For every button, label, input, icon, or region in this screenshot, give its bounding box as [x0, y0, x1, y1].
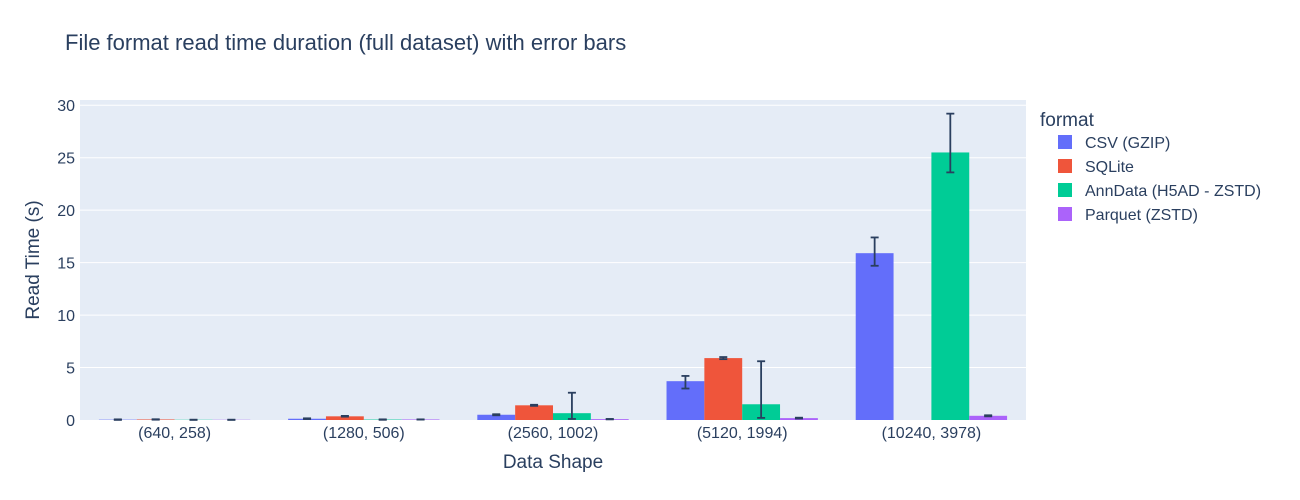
- error-bar-s0-c4: [870, 236, 879, 267]
- x-tick-label-1: (1280, 506): [323, 425, 405, 442]
- error-bar-s2-c4: [946, 112, 955, 174]
- legend-item-0[interactable]: CSV (GZIP): [1058, 135, 1170, 152]
- bar-s0-c2[interactable]: [477, 414, 516, 420]
- bar-s1-c1[interactable]: [325, 416, 364, 420]
- legend-swatch-0: [1058, 135, 1072, 149]
- error-bar-s0-c3: [681, 375, 690, 390]
- bar-s3-c4[interactable]: [969, 415, 1008, 420]
- legend-title: format: [1040, 110, 1095, 131]
- y-tick-label-5: 25: [57, 151, 75, 168]
- bar-s2-c4[interactable]: [931, 152, 970, 420]
- y-tick-label-3: 15: [57, 256, 75, 273]
- legend-swatch-2: [1058, 183, 1072, 197]
- legend-item-2[interactable]: AnnData (H5AD - ZSTD): [1058, 183, 1261, 200]
- legend-swatch-3: [1058, 207, 1072, 221]
- legend-swatch-1: [1058, 159, 1072, 173]
- legend-label-3: Parquet (ZSTD): [1085, 207, 1198, 224]
- error-bar-s1-c3: [719, 356, 728, 361]
- error-bar-s0-c0: [113, 418, 122, 421]
- error-bar-s2-c2: [567, 391, 576, 420]
- chart-title: File format read time duration (full dat…: [65, 30, 626, 55]
- y-tick-label-2: 10: [57, 308, 75, 325]
- bar-s1-c2[interactable]: [515, 405, 553, 420]
- x-tick-label-3: (5120, 1994): [697, 425, 788, 442]
- error-bar-s1-c2: [530, 403, 539, 407]
- error-bar-s1-c1: [340, 415, 349, 418]
- legend-item-1[interactable]: SQLite: [1058, 159, 1134, 176]
- x-tick-label-2: (2560, 1002): [508, 425, 599, 442]
- legend-item-3[interactable]: Parquet (ZSTD): [1058, 207, 1198, 224]
- x-axis-title: Data Shape: [503, 452, 603, 473]
- x-axis-ticks: (640, 258) (1280, 506) (2560, 1002) (5120, …: [138, 425, 981, 442]
- y-axis-title: Read Time (s): [23, 200, 44, 319]
- error-bar-s0-c2: [492, 413, 501, 417]
- error-bar-s2-c3: [757, 360, 766, 419]
- legend-items: CSV (GZIP) SQLite AnnData (H5AD - ZSTD) Par…: [1058, 135, 1261, 224]
- legend-label-2: AnnData (H5AD - ZSTD): [1085, 183, 1261, 200]
- y-tick-label-4: 20: [57, 203, 75, 220]
- y-tick-label-0: 0: [66, 413, 75, 430]
- bar-s1-c3[interactable]: [704, 358, 743, 420]
- error-bar-s3-c3: [794, 416, 803, 420]
- bar-s0-c4[interactable]: [855, 253, 894, 420]
- error-bars: [113, 112, 993, 421]
- y-tick-label-6: 30: [57, 98, 75, 115]
- y-tick-label-1: 5: [66, 361, 75, 378]
- x-tick-label-0: (640, 258): [138, 425, 211, 442]
- x-tick-label-4: (10240, 3978): [882, 425, 982, 442]
- error-bar-s3-c4: [984, 414, 993, 418]
- legend-label-1: SQLite: [1085, 159, 1134, 176]
- y-axis-ticks: 0 5 10 15 20 25 30: [57, 98, 75, 430]
- error-bar-s0-c1: [303, 417, 312, 420]
- legend-label-0: CSV (GZIP): [1085, 135, 1170, 152]
- legend[interactable]: format CSV (GZIP) SQLite AnnData (H5AD - Z…: [1040, 110, 1261, 224]
- gridlines: [80, 104, 1026, 369]
